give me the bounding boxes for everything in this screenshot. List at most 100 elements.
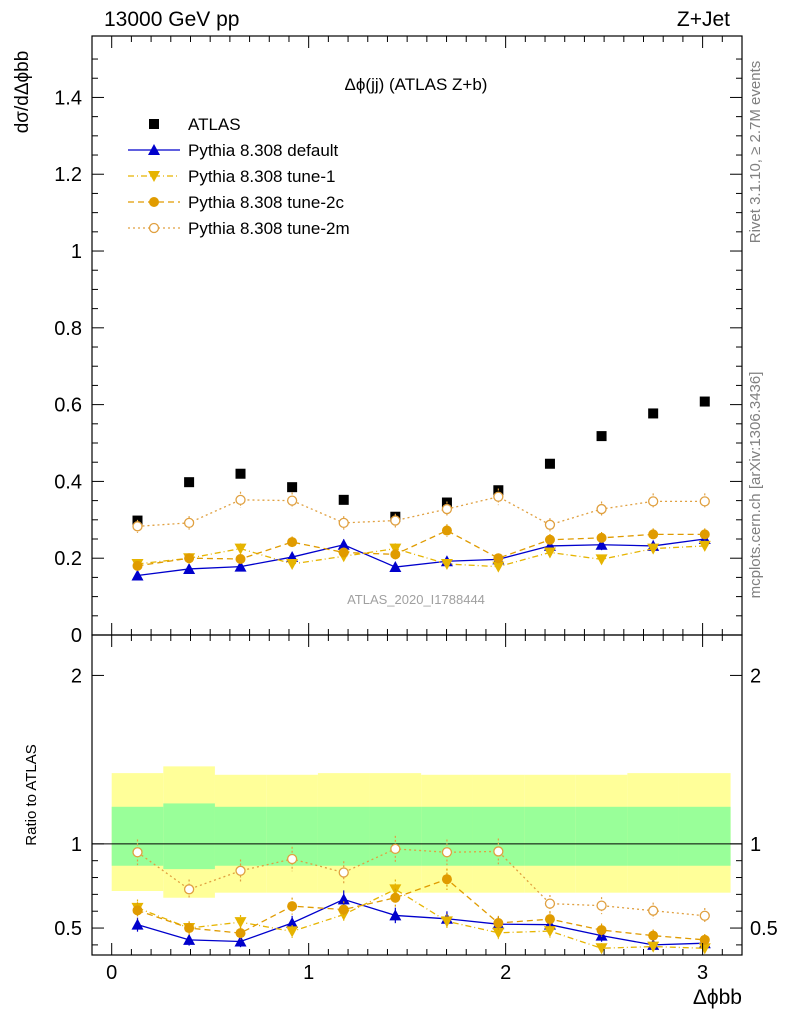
legend-marker bbox=[149, 119, 159, 129]
ratio-line-tune1 bbox=[137, 888, 705, 949]
band-inner-bin bbox=[627, 806, 679, 866]
legend-marker bbox=[149, 197, 159, 207]
data-point-atlas bbox=[184, 477, 195, 488]
ratio-point-tune2c bbox=[648, 930, 659, 941]
data-point-tune2c bbox=[493, 553, 504, 564]
main-ytick-label: 0.2 bbox=[54, 548, 82, 570]
legend-label: ATLAS bbox=[188, 115, 241, 134]
ratio-ytick-label-left: 1 bbox=[71, 834, 82, 856]
band-inner-bin bbox=[678, 806, 731, 866]
ratio-series-default bbox=[131, 890, 711, 951]
ratio-point-tune2m bbox=[132, 847, 143, 858]
data-point-tune2m bbox=[596, 503, 607, 515]
rivet-label: Rivet 3.1.10, ≥ 2.7M events bbox=[747, 61, 764, 244]
ratio-ytick-label-left: 2 bbox=[71, 665, 82, 687]
data-point-atlas bbox=[699, 396, 710, 407]
main-plot: 0 0.2 0.4 0.6 0.8 1 1.2 1.4 bbox=[54, 35, 743, 647]
main-ytick-label: 1.4 bbox=[54, 87, 82, 109]
legend-marker bbox=[148, 222, 160, 234]
data-point-tune1 bbox=[389, 543, 402, 555]
ratio-series-tune2c bbox=[132, 868, 710, 946]
ratio-point-tune2c bbox=[390, 892, 401, 903]
data-point-default bbox=[389, 561, 402, 573]
band-inner-bin bbox=[524, 806, 576, 866]
legend-entry-atlas: ATLAS bbox=[149, 115, 241, 134]
main-ytick-label: 1.2 bbox=[54, 164, 82, 186]
main-ytick-label: 0.8 bbox=[54, 318, 82, 340]
data-point-tune2c bbox=[184, 553, 195, 564]
data-point-tune2c bbox=[441, 525, 452, 536]
ratio-point-tune1 bbox=[286, 926, 299, 938]
ratio-point-tune1 bbox=[234, 917, 247, 929]
data-point-default bbox=[183, 562, 196, 574]
ratio-frame bbox=[91, 634, 743, 956]
x-axis-label: Δϕbb bbox=[693, 986, 742, 1009]
main-ytick-label: 1 bbox=[71, 241, 82, 263]
ratio-point-tune2m bbox=[390, 843, 401, 855]
ratio-point-default bbox=[286, 917, 299, 928]
data-point-tune2c bbox=[648, 529, 659, 540]
ratio-point-tune2c bbox=[596, 925, 607, 936]
data-point-tune2c bbox=[235, 553, 246, 564]
data-point-tune1 bbox=[647, 543, 660, 555]
ratio-line-default bbox=[137, 898, 705, 946]
ratio-point-tune2m bbox=[544, 898, 556, 909]
data-point-tune1 bbox=[286, 558, 299, 570]
mcplots-label: mcplots.cern.ch [arXiv:1306.3436] bbox=[747, 372, 764, 599]
legend-marker bbox=[148, 144, 160, 155]
series-line-tune1 bbox=[137, 545, 705, 568]
ratio-point-tune2m bbox=[648, 905, 659, 916]
ratio-point-tune2m bbox=[699, 910, 710, 921]
data-point-tune2c bbox=[338, 547, 349, 558]
legend-label: Pythia 8.308 default bbox=[188, 141, 339, 160]
legend-entry-default: Pythia 8.308 default bbox=[128, 141, 339, 160]
ratio-ytick-label-right: 0.5 bbox=[750, 918, 778, 940]
data-point-tune2c bbox=[596, 532, 607, 543]
ratio-point-default bbox=[234, 935, 247, 947]
data-point-atlas bbox=[235, 468, 246, 479]
main-ytick-label: 0.6 bbox=[54, 395, 82, 417]
ratio-plot: 0.5 0.5 1 1 2 2 0 1 2 3 bbox=[54, 634, 778, 984]
data-point-atlas bbox=[596, 431, 607, 442]
ratio-point-default bbox=[337, 893, 350, 905]
ratio-point-tune2m bbox=[441, 847, 453, 858]
ratio-point-tune1 bbox=[440, 916, 453, 928]
ratio-point-default bbox=[389, 909, 402, 921]
ratio-point-tune2m bbox=[338, 867, 349, 878]
data-point-tune2c bbox=[544, 534, 555, 545]
legend-marker bbox=[148, 171, 160, 182]
ratio-series-tune2m bbox=[132, 835, 710, 924]
ratio-point-tune2c bbox=[184, 923, 195, 934]
data-point-tune2m bbox=[544, 519, 556, 530]
ratio-point-default bbox=[595, 929, 608, 941]
data-point-tune2c bbox=[390, 549, 401, 560]
ratio-point-tune2m bbox=[596, 900, 607, 911]
xtick-label: 3 bbox=[697, 962, 708, 984]
data-point-default bbox=[131, 569, 144, 581]
data-point-tune2m bbox=[648, 496, 659, 507]
band-inner-bin bbox=[214, 806, 267, 866]
data-point-tune2m bbox=[338, 517, 349, 529]
data-point-tune1 bbox=[492, 561, 505, 573]
ratio-point-tune2m bbox=[286, 853, 298, 865]
data-point-tune2c bbox=[287, 537, 298, 548]
data-point-default bbox=[337, 538, 350, 550]
ratio-line-tune2c bbox=[137, 878, 705, 941]
series-line-tune2m bbox=[137, 496, 705, 527]
band-inner-bin bbox=[575, 806, 628, 866]
series-line-tune2c bbox=[137, 529, 705, 567]
legend-label: Pythia 8.308 tune-2m bbox=[188, 219, 350, 238]
series-atlas bbox=[132, 396, 710, 526]
data-point-tune1 bbox=[698, 540, 711, 552]
data-point-atlas bbox=[287, 482, 298, 493]
data-point-tune2m bbox=[441, 503, 453, 515]
band-inner-bin bbox=[163, 803, 215, 870]
data-point-tune2m bbox=[390, 515, 401, 526]
ratio-point-tune1 bbox=[698, 943, 711, 955]
ratio-ylabel: Ratio to ATLAS bbox=[23, 744, 40, 845]
xtick-label: 1 bbox=[303, 962, 314, 984]
ratio-point-tune2c bbox=[441, 874, 452, 885]
legend-entry-tune2c: Pythia 8.308 tune-2c bbox=[128, 193, 344, 212]
ratio-point-tune2m bbox=[183, 884, 195, 895]
